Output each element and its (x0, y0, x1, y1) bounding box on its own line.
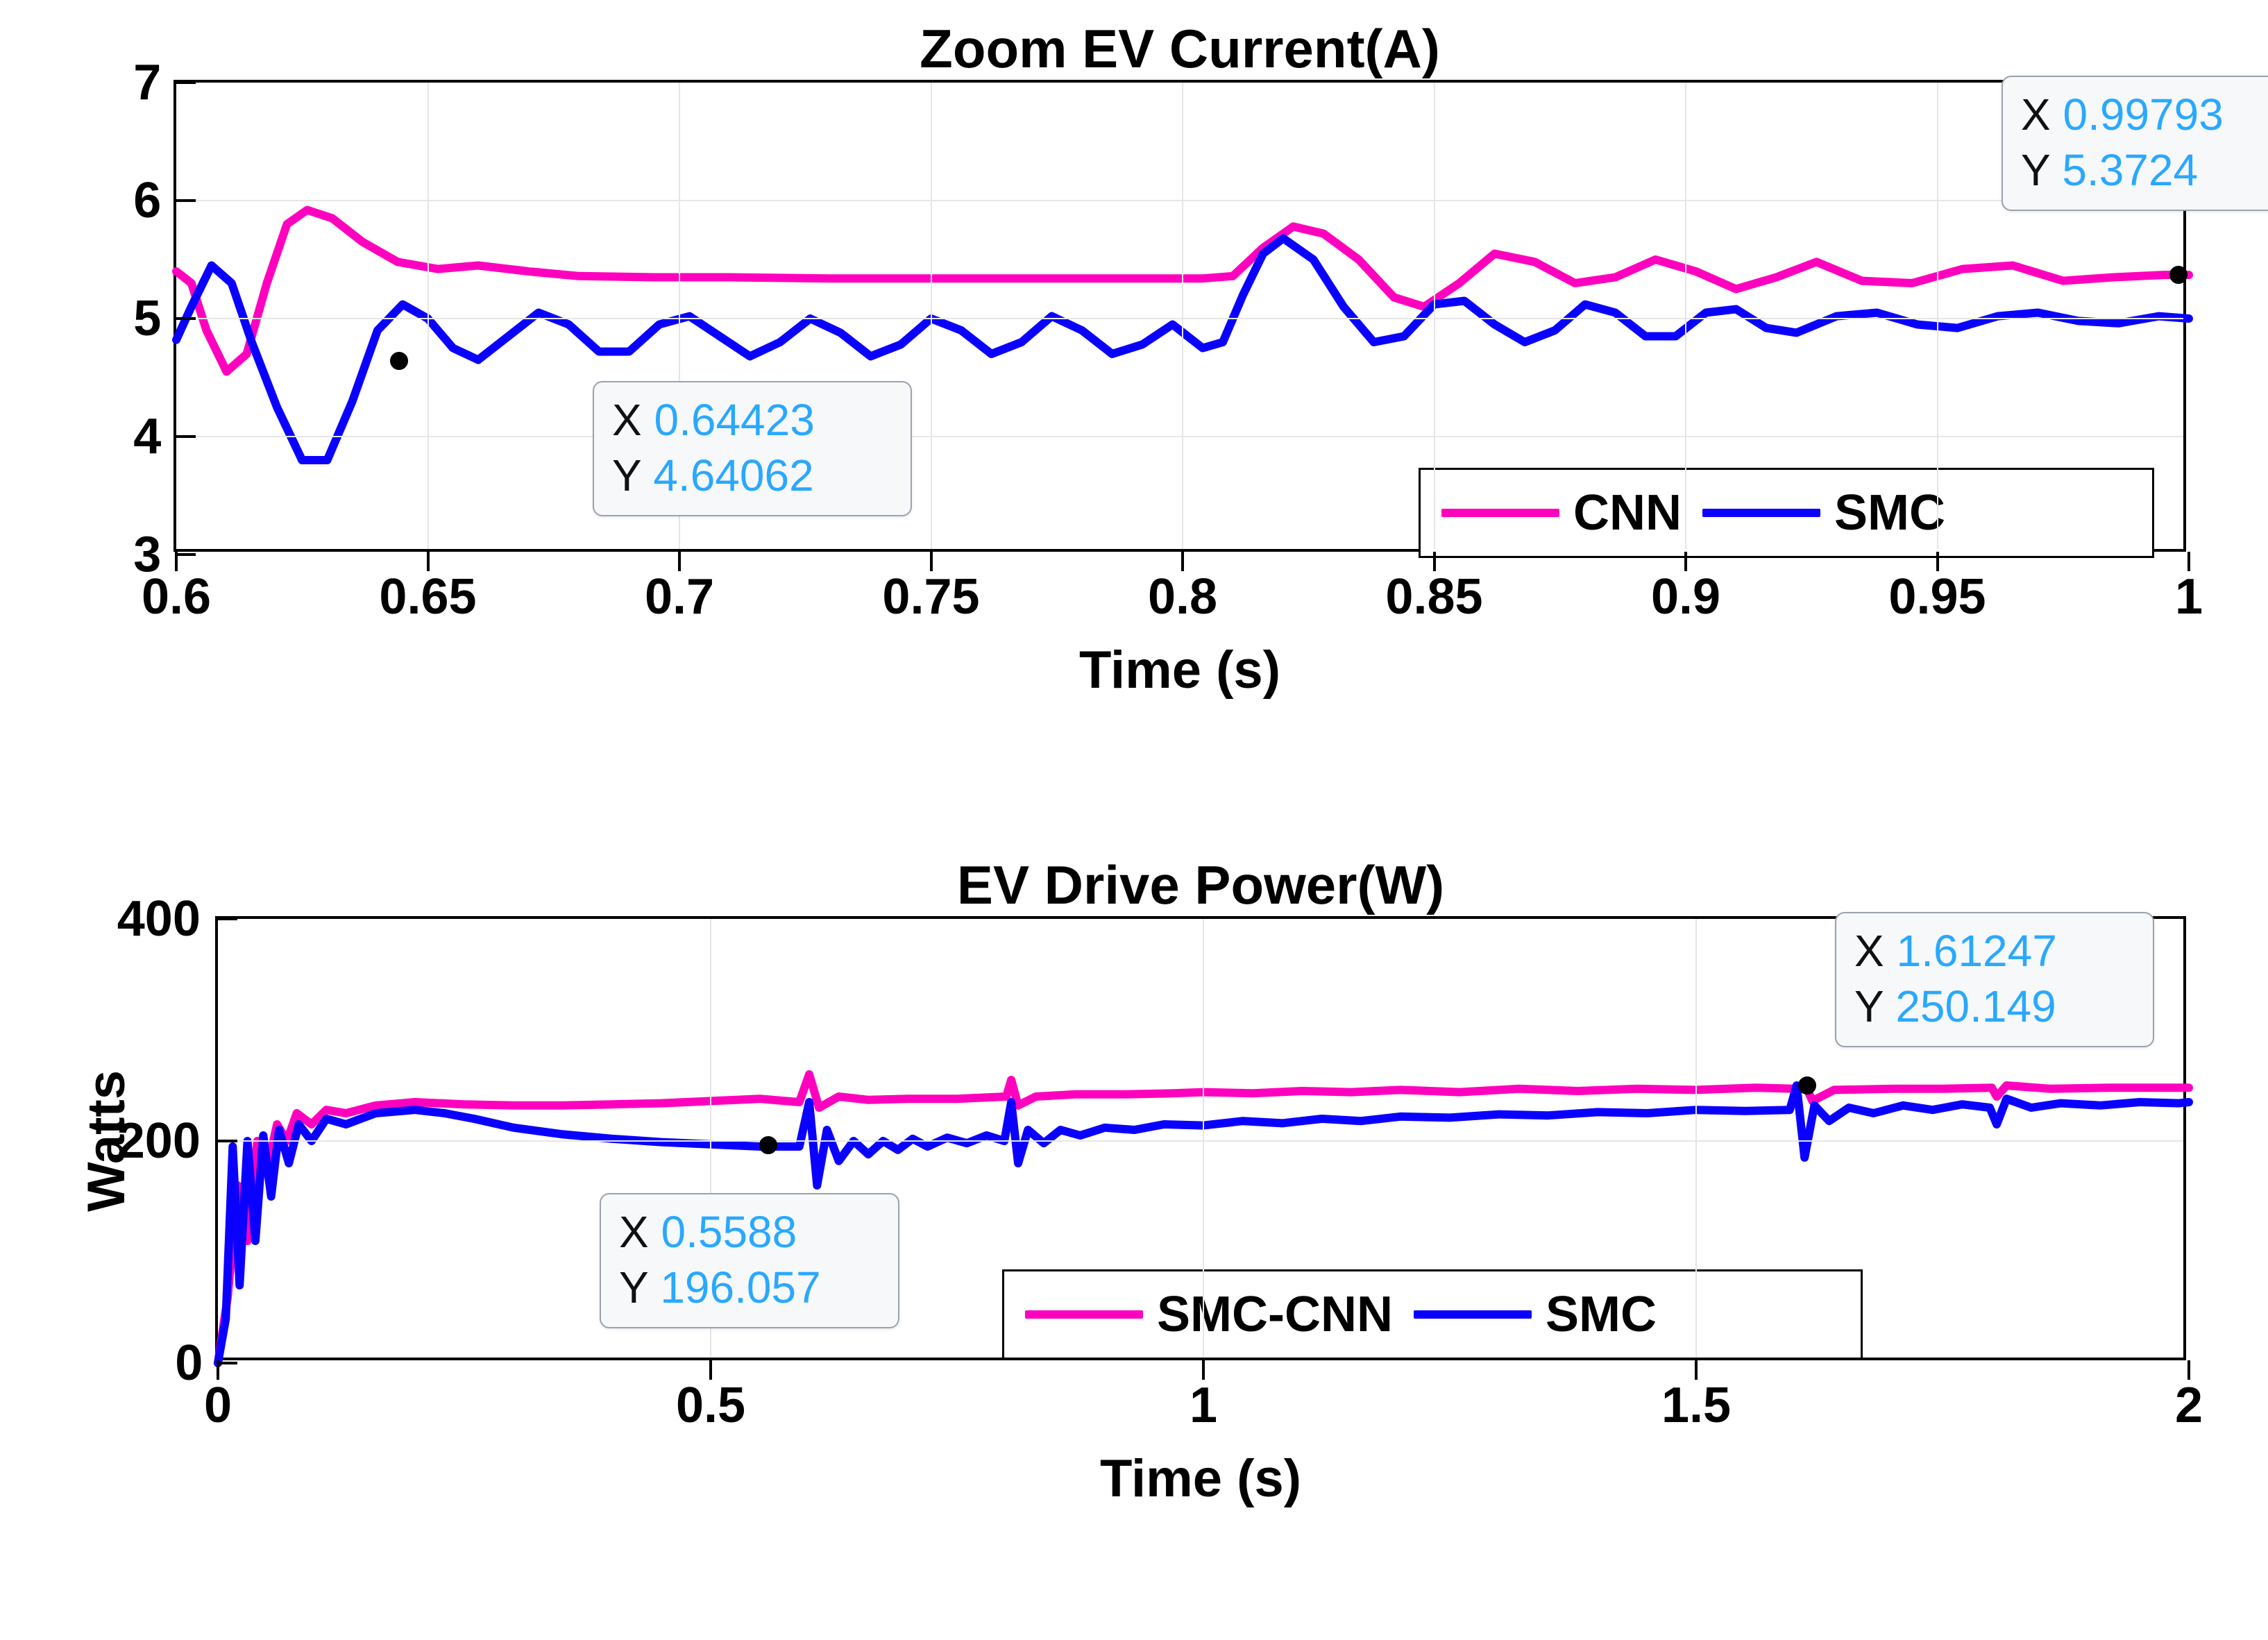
y-tick-label: 7 (133, 54, 161, 111)
legend-label: SMC (1546, 1286, 1657, 1343)
legend-item: CNN (1441, 484, 1682, 541)
panel-ev-current: Zoom EV Current(A) CNNSMC 0.60.650.70.75… (174, 80, 2186, 552)
legend: SMC-CNN SMC (1002, 1269, 1863, 1360)
legend-item: SMC (1414, 1286, 1657, 1343)
figure: Zoom EV Current(A) CNNSMC 0.60.650.70.75… (0, 0, 2268, 1640)
x-axis-label: Time (s) (1079, 640, 1280, 700)
x-tick-label: 1 (1190, 1377, 1217, 1434)
panel-ev-power: EV Drive Power(W) SMC-CNNSMC 00.511.5202… (215, 916, 2186, 1360)
chart-title: EV Drive Power(W) (957, 854, 1444, 917)
data-tip: X 1.61247Y 250.149 (1835, 912, 2154, 1047)
legend-swatch (1702, 509, 1820, 517)
x-tick-label: 2 (2175, 1377, 2203, 1434)
y-tick-label: 3 (133, 526, 161, 583)
data-tip: X 0.5588Y 196.057 (600, 1193, 899, 1328)
x-tick-label: 0.95 (1888, 568, 1986, 625)
x-tick-label: 0.85 (1385, 568, 1482, 625)
data-tip-marker (2169, 266, 2187, 284)
data-tip-marker (1798, 1076, 1816, 1094)
y-tick-label: 6 (133, 172, 161, 229)
y-tick-label: 4 (133, 408, 161, 465)
plot-area: CNNSMC 0.60.650.70.750.80.850.90.9513456… (174, 80, 2186, 552)
y-tick-label: 400 (117, 890, 201, 947)
legend-label: CNN (1573, 484, 1682, 541)
x-tick-label: 0.75 (882, 568, 979, 625)
data-tip-marker (759, 1136, 777, 1154)
plot-area: SMC-CNNSMC 00.511.520200400X 0.5588Y 196… (215, 916, 2186, 1360)
data-tip: X 0.64423Y 4.64062 (593, 381, 912, 516)
x-tick-label: 0 (204, 1377, 232, 1434)
chart-title: Zoom EV Current(A) (920, 17, 1440, 81)
data-tip-marker (390, 352, 408, 370)
x-tick-label: 1.5 (1661, 1377, 1731, 1434)
legend-swatch (1441, 509, 1559, 517)
x-tick-label: 0.5 (676, 1377, 745, 1434)
data-tip: X 0.99793Y 5.3724 (2002, 76, 2268, 211)
legend-item: SMC-CNN (1025, 1286, 1393, 1343)
x-tick-label: 0.65 (379, 568, 476, 625)
x-tick-label: 0.9 (1651, 568, 1720, 625)
legend: CNN SMC (1419, 468, 2154, 558)
x-tick-label: 0.8 (1148, 568, 1217, 625)
x-tick-label: 0.7 (645, 568, 714, 625)
legend-swatch (1025, 1310, 1143, 1319)
legend-swatch (1414, 1310, 1532, 1319)
y-axis-label: Watts (76, 1070, 137, 1212)
x-tick-label: 1 (2175, 568, 2203, 625)
legend-label: SMC-CNN (1157, 1286, 1393, 1343)
legend-label: SMC (1834, 484, 1945, 541)
legend-item: SMC (1702, 484, 1945, 541)
y-tick-label: 5 (133, 290, 161, 347)
y-tick-label: 0 (175, 1335, 203, 1392)
x-axis-label: Time (s) (1100, 1448, 1301, 1509)
